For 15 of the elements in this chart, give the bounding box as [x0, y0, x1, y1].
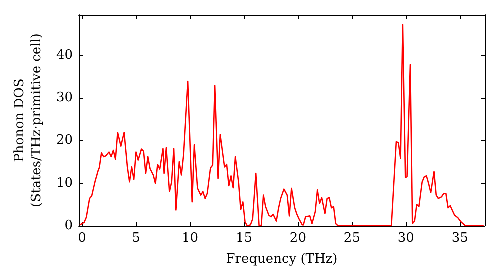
- y-tick-label: 0: [64, 218, 73, 234]
- x-tick-label: 25: [344, 231, 360, 246]
- y-tick-label: 20: [56, 133, 73, 148]
- x-tick-label: 20: [290, 231, 306, 246]
- x-axis-title: Frequency (THz): [226, 252, 338, 267]
- x-tick-label: 15: [236, 231, 252, 246]
- x-tick-label: 10: [182, 231, 198, 246]
- y-axis-title: Phonon DOS (States/THz·primitive cell): [12, 33, 45, 208]
- y-tick-label: 40: [56, 48, 73, 63]
- y-tick-label: 10: [56, 176, 73, 191]
- x-tick-label: 0: [78, 231, 86, 246]
- x-tick-label: 5: [132, 231, 140, 246]
- x-tick-label: 30: [398, 231, 414, 246]
- y-tick-label: 30: [56, 90, 73, 106]
- x-tick-label: 35: [452, 231, 468, 246]
